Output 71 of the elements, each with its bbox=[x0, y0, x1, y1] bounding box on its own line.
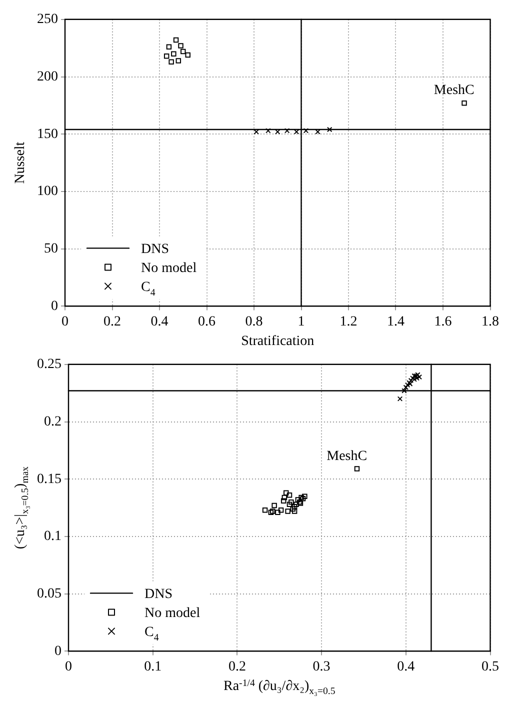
y-tick-label: 0.2 bbox=[44, 414, 62, 430]
point bbox=[178, 43, 184, 48]
point bbox=[462, 100, 467, 106]
x-tick-label: 0.2 bbox=[104, 314, 121, 330]
legend-label: DNS bbox=[141, 242, 170, 258]
point bbox=[278, 507, 284, 513]
x-tick-label: 1.6 bbox=[434, 314, 452, 330]
y-tick-label: 250 bbox=[37, 12, 58, 28]
y-tick-label: 0.15 bbox=[37, 472, 62, 487]
y-tick-label: 150 bbox=[37, 126, 58, 142]
x-tick-label: 0.4 bbox=[397, 659, 415, 674]
point bbox=[354, 466, 360, 472]
point bbox=[272, 502, 277, 508]
x-tick-label: 1.4 bbox=[387, 314, 404, 330]
y-tick-label: 50 bbox=[44, 242, 58, 257]
point bbox=[397, 396, 403, 402]
annotation: MeshC bbox=[326, 448, 368, 464]
x-axis-title: Stratification bbox=[241, 334, 314, 349]
x-tick-label: 1.8 bbox=[482, 314, 499, 330]
point bbox=[286, 492, 292, 498]
x-tick-label: 0.4 bbox=[150, 314, 168, 330]
annotation: MeshC bbox=[434, 83, 474, 98]
y-tick-label: 0.25 bbox=[37, 357, 62, 372]
x-tick-label: 1 bbox=[298, 314, 305, 330]
point bbox=[290, 506, 296, 512]
point bbox=[326, 126, 332, 132]
point bbox=[262, 507, 268, 513]
y-tick-label: 200 bbox=[37, 69, 58, 84]
point bbox=[173, 37, 179, 43]
point bbox=[288, 499, 294, 505]
legend-label: DNS bbox=[144, 587, 173, 602]
y-axis-title: (<u₃>|x₃=0.5)max bbox=[13, 466, 32, 550]
y-tick-label: 100 bbox=[37, 184, 58, 200]
x-tick-label: 0.3 bbox=[312, 659, 330, 674]
point bbox=[168, 59, 174, 64]
point bbox=[300, 496, 306, 502]
point bbox=[166, 44, 172, 50]
point bbox=[286, 502, 292, 507]
y-tick-label: 0 bbox=[51, 298, 58, 314]
point bbox=[298, 494, 304, 500]
point bbox=[403, 384, 409, 390]
point bbox=[282, 494, 288, 500]
x-tick-label: 1.2 bbox=[340, 314, 358, 330]
y-tick-label: 0.1 bbox=[44, 529, 62, 544]
point bbox=[284, 490, 289, 496]
y-axis-title: Nusselt bbox=[13, 142, 28, 184]
point bbox=[164, 53, 170, 59]
y-tick-label: 0 bbox=[54, 644, 62, 659]
point bbox=[292, 504, 298, 510]
x-tick-label: 0.1 bbox=[144, 659, 162, 674]
x-tick-label: 0.6 bbox=[198, 314, 216, 330]
point bbox=[285, 508, 290, 514]
point bbox=[176, 58, 182, 64]
y-tick-label: 0.05 bbox=[37, 586, 62, 602]
x-tick-label: 0 bbox=[65, 659, 72, 674]
legend-label: No model bbox=[141, 261, 197, 276]
point bbox=[275, 510, 280, 516]
x-tick-label: 0.8 bbox=[245, 314, 263, 330]
point bbox=[270, 508, 276, 514]
point bbox=[295, 497, 301, 502]
x-tick-label: 0.2 bbox=[228, 659, 246, 674]
point bbox=[302, 494, 308, 499]
point bbox=[280, 498, 286, 504]
point bbox=[185, 52, 190, 58]
point bbox=[292, 508, 298, 514]
point bbox=[402, 388, 407, 394]
x-tick-label: 0.5 bbox=[482, 659, 499, 674]
point bbox=[180, 48, 186, 54]
legend-label: No model bbox=[144, 606, 200, 622]
point bbox=[171, 51, 176, 56]
point bbox=[268, 510, 274, 516]
